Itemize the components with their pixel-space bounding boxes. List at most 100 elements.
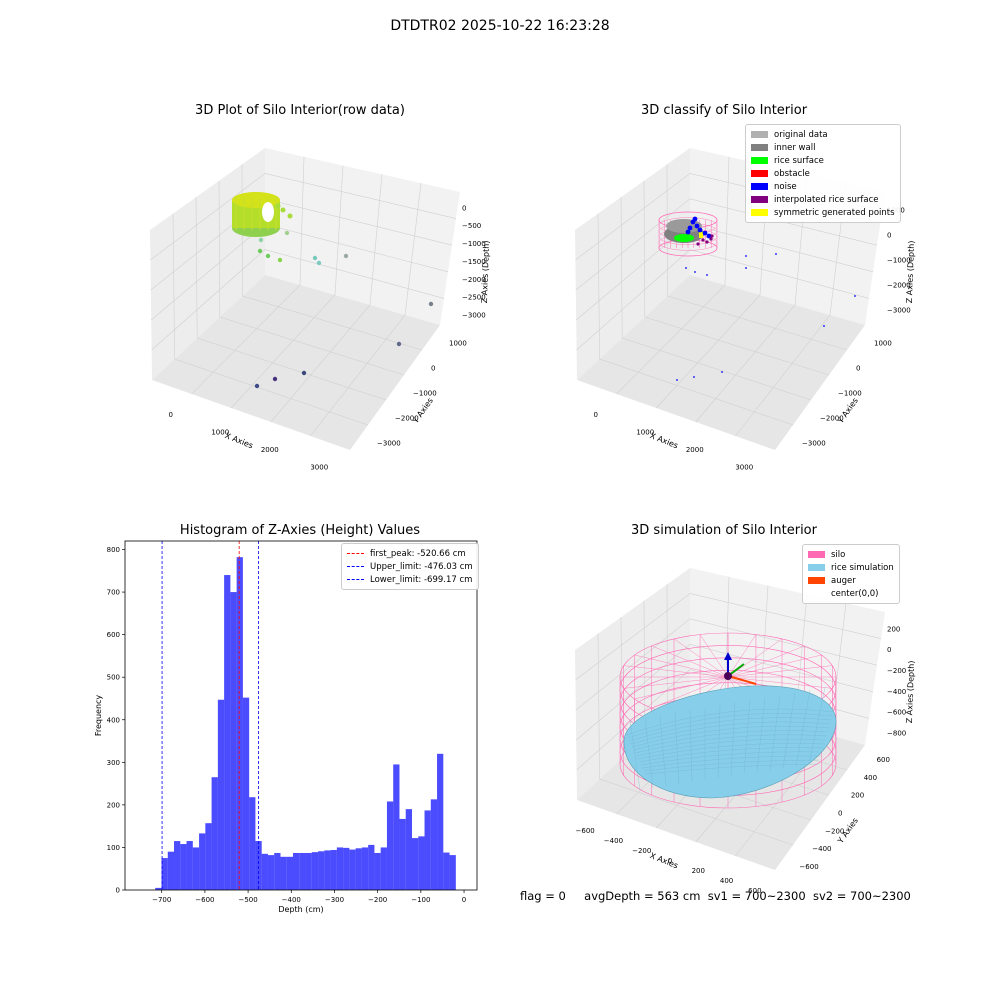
legend-entry: rice simulation [808, 561, 894, 574]
p1-z-tick: 0 [462, 204, 466, 212]
legend-label: original data [774, 130, 828, 140]
p4-y-tick: −600 [799, 863, 818, 871]
p4-z-tick: −400 [887, 688, 906, 696]
p4-y-tick: 0 [838, 810, 842, 818]
histogram-bar [293, 853, 299, 890]
y-tick-label: 100 [107, 844, 120, 852]
y-tick-label: 300 [107, 759, 120, 767]
p2-z-tick: 0 [887, 232, 891, 240]
noise-point [706, 274, 708, 276]
p4-x-label: X Axies [649, 851, 680, 870]
outlier-point [429, 302, 433, 306]
x-tick-label: −100 [411, 896, 430, 904]
p2-z-tick: −3000 [887, 307, 911, 315]
p1-y-tick: 1000 [449, 340, 467, 348]
noise-point [693, 217, 698, 222]
interpolated-point [701, 238, 704, 241]
interpolated-point [696, 242, 699, 245]
legend-label: auger [831, 576, 856, 586]
p1-x-tick: 0 [169, 411, 173, 419]
histogram-bar [318, 851, 324, 890]
noise-point [693, 376, 695, 378]
histogram-bar [443, 853, 449, 890]
legend-swatch [751, 131, 768, 138]
p4-z-tick: −600 [887, 709, 906, 717]
histogram-bar [249, 797, 255, 890]
histogram-bar [337, 847, 343, 890]
legend-label: rice simulation [831, 563, 894, 573]
histogram-bar [412, 838, 418, 890]
p1-x-tick: 2000 [261, 446, 279, 454]
y-tick-label: 500 [107, 674, 120, 682]
legend-swatch [808, 564, 825, 571]
p4-y-tick: 200 [851, 792, 864, 800]
histogram-bar [356, 848, 362, 890]
p4-x-tick: −200 [632, 847, 651, 855]
x-tick-label: −300 [325, 896, 344, 904]
p1-y-tick: 0 [431, 365, 435, 373]
avg-depth-text: avgDepth = 563 cm [584, 889, 700, 903]
p2-x-tick: 2000 [686, 446, 704, 454]
noise-point [775, 253, 777, 255]
histogram-bar [268, 855, 274, 890]
outlier-point [266, 254, 270, 258]
legend-entry: original data [751, 128, 895, 141]
p2-y-tick: 0 [856, 365, 860, 373]
noise-point [823, 325, 825, 327]
p4-x-tick: 200 [692, 867, 705, 875]
p1-x-label: X Axies [224, 431, 255, 450]
p2-y-label: Y Axies [835, 396, 860, 426]
legend-line [347, 553, 364, 554]
interpolated-point [705, 240, 708, 243]
histogram-bar [243, 698, 249, 890]
histogram-bar [230, 592, 236, 890]
p2-x-tick: 3000 [735, 463, 753, 471]
histogram-bar [199, 833, 205, 890]
y-tick-label: 0 [116, 887, 120, 895]
p1-y-tick: −3000 [377, 440, 401, 448]
z-histogram: −700 −600 −500 −400 −300 −200 −100 001002003004… [94, 541, 477, 914]
noise-point [721, 371, 723, 373]
histogram-bar [174, 841, 180, 890]
legend-swatch [808, 590, 825, 597]
histogram-bar [205, 823, 211, 890]
legend-entry: obstacle [751, 167, 895, 180]
x-tick-label: −200 [368, 896, 387, 904]
p2-x-label: X Axies [649, 431, 680, 450]
outlier-point [255, 384, 259, 388]
legend-swatch [808, 577, 825, 584]
p1-x-tick: 3000 [310, 463, 328, 471]
cluster-top [232, 192, 280, 208]
status-footer: flag = 0 avgDepth = 563 cm sv1 = 700~230… [520, 889, 911, 903]
simulation-3d-plot: −600−400−2000200400600X Axies6004002000−… [575, 568, 916, 895]
p4-z-tick: 0 [887, 646, 891, 654]
p1-z-label: Z Axies (Depth) [480, 240, 491, 303]
cluster-spill [281, 208, 286, 213]
noise-point [703, 231, 708, 236]
y-tick-label: 200 [107, 801, 120, 809]
histogram-bar [393, 764, 399, 890]
p4-z-label: Z Axies (Depth) [905, 660, 916, 723]
histogram-bar [425, 810, 431, 890]
p4-z-tick: −800 [887, 729, 906, 737]
legend-entry: inner wall [751, 141, 895, 154]
noise-point [685, 267, 687, 269]
histogram-bar [343, 848, 349, 890]
noise-point [745, 255, 747, 257]
noise-point [698, 228, 703, 233]
legend-label: symmetric generated points [774, 208, 895, 218]
y-axis-label: Frequency [94, 695, 103, 737]
p4-z-tick: 200 [887, 625, 900, 633]
histogram-bar [312, 852, 318, 890]
histogram-bar [362, 847, 368, 890]
histogram-bar [374, 853, 380, 890]
legend-entry: symmetric generated points [751, 206, 895, 219]
p4-x-tick: −400 [604, 837, 623, 845]
outlier-point [317, 261, 321, 265]
rice-surface [674, 234, 694, 242]
histogram-bar [387, 801, 393, 890]
legend-swatch [751, 144, 768, 151]
histogram-bar [287, 857, 293, 890]
histogram-bar [431, 799, 437, 890]
histogram-bar [324, 850, 330, 890]
